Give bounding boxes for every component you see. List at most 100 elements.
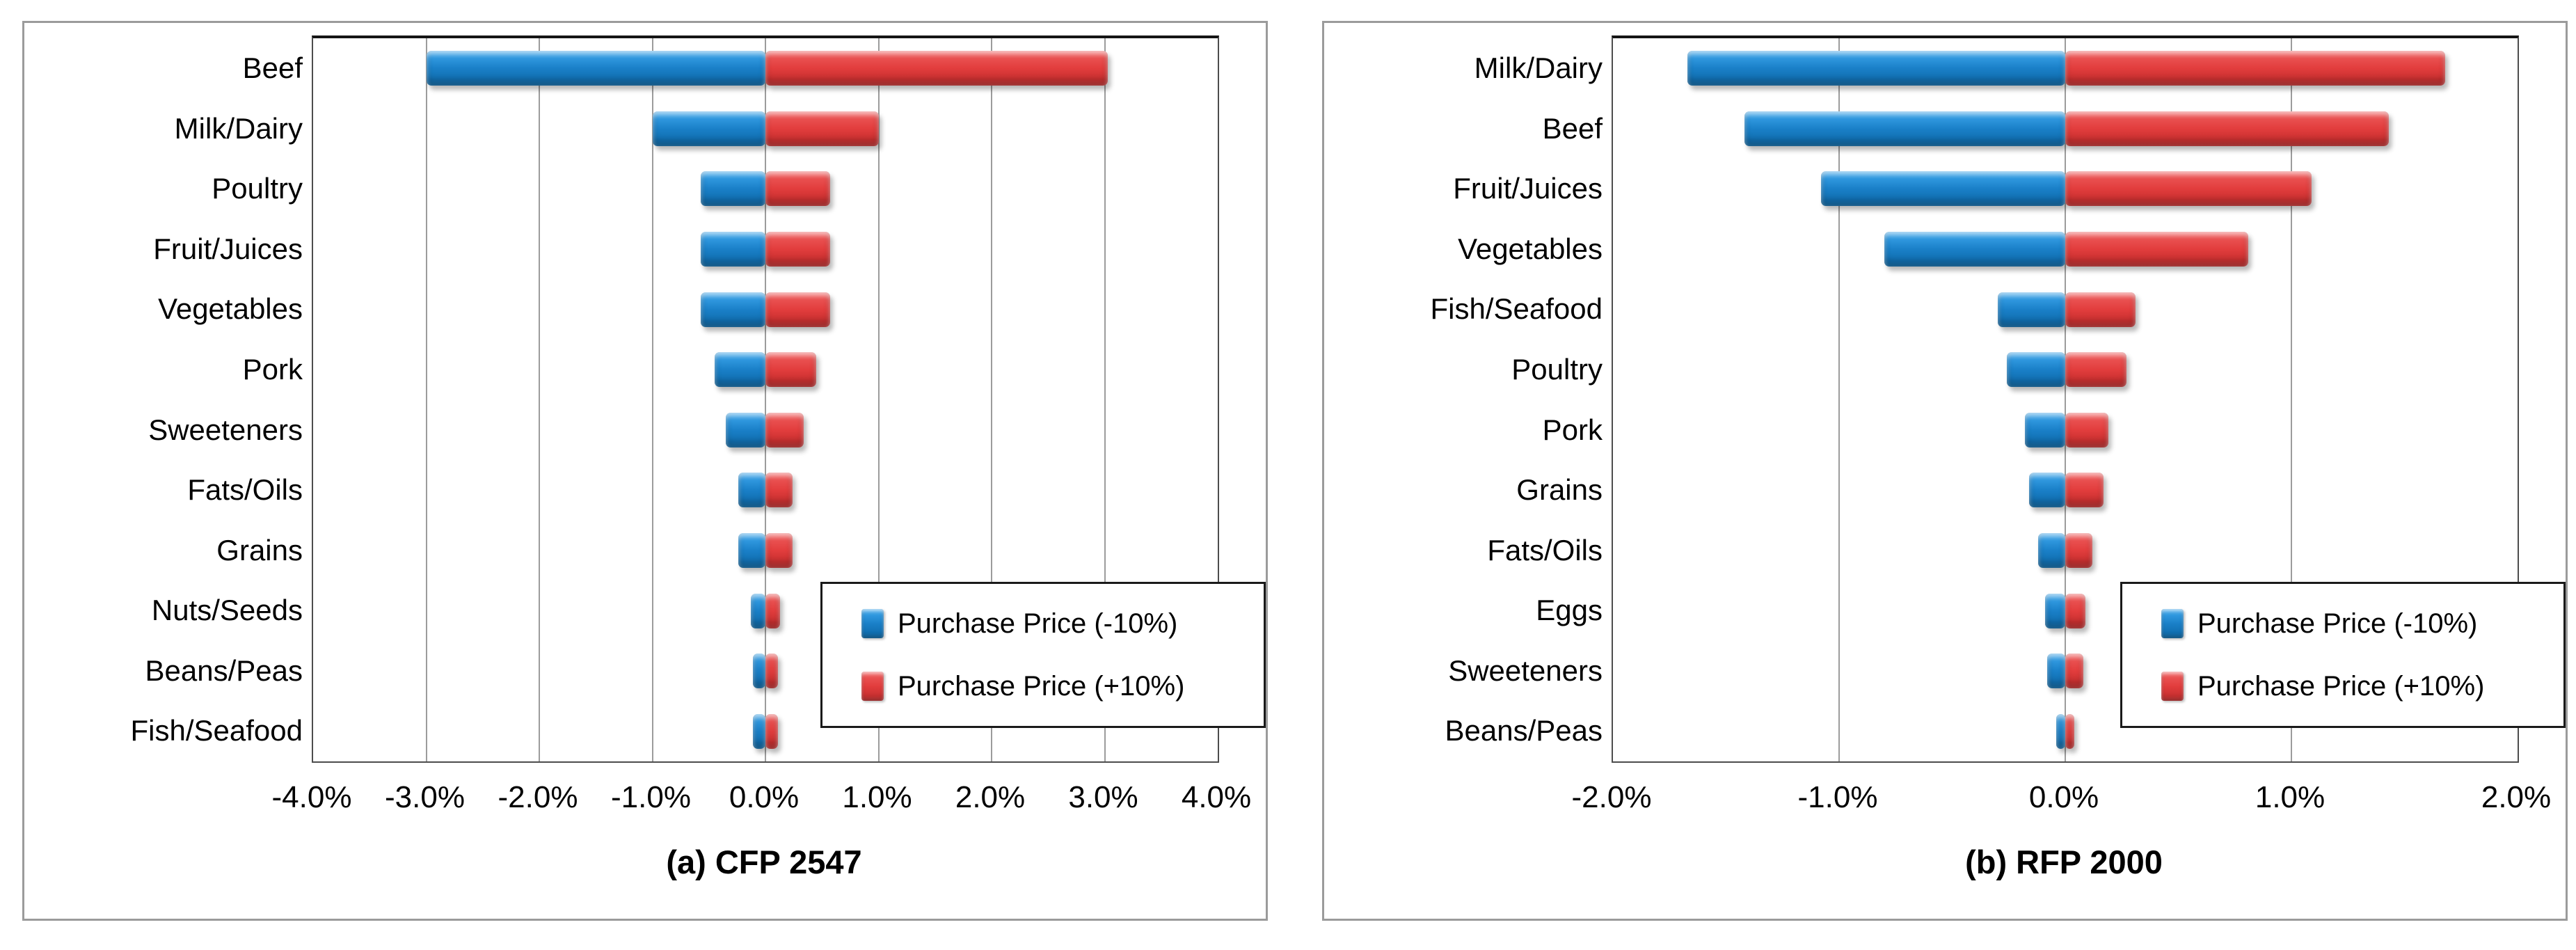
legend-box: Purchase Price (-10%) Purchase Price (+10… [2120, 582, 2566, 728]
x-tick-label: 1.0% [2255, 780, 2325, 814]
bar-negative [1687, 51, 2065, 86]
bar-negative [1884, 232, 2065, 267]
category-label: Sweeteners [148, 413, 303, 446]
bar-positive [2065, 51, 2445, 86]
bar-positive [2065, 232, 2249, 267]
bar-positive [2065, 713, 2074, 749]
bar-negative [1997, 292, 2065, 327]
category-label: Grains [216, 533, 303, 567]
category-label: Vegetables [1458, 232, 1603, 265]
x-tick-label: -1.0% [611, 780, 691, 814]
bar-negative [2038, 532, 2065, 568]
x-tick-label: 0.0% [729, 780, 800, 814]
bar-negative [2044, 593, 2065, 628]
bar-positive [765, 593, 781, 628]
legend-label: Purchase Price (-10%) [898, 608, 1178, 639]
x-tick-label: 2.0% [955, 780, 1026, 814]
category-labels: Beef Milk/Dairy Poultry Fruit/Juices Vegetab… [34, 38, 303, 761]
bar-positive [765, 171, 830, 207]
bar-positive [765, 111, 879, 146]
zero-gridline [765, 38, 766, 761]
bar-negative [750, 593, 765, 628]
gridline [425, 38, 427, 761]
legend-marker-negative-icon [861, 609, 884, 638]
legend-item: Purchase Price (+10%) [2161, 671, 2557, 702]
bar-negative [1821, 171, 2065, 207]
bar-positive [765, 654, 778, 689]
bar-positive [2065, 532, 2092, 568]
bar-positive [2065, 171, 2312, 207]
x-tick-label: 4.0% [1181, 780, 1252, 814]
bar-positive [2065, 292, 2136, 327]
bar-negative [753, 654, 765, 689]
bar-positive [765, 532, 793, 568]
bar-negative [738, 473, 765, 508]
bar-negative [2029, 473, 2065, 508]
chart-panel-b: Milk/Dairy Beef Fruit/Juices Vegetables Fish… [1322, 21, 2568, 921]
bar-negative [2006, 352, 2065, 388]
legend-marker-positive-icon [2161, 672, 2184, 701]
category-label: Milk/Dairy [174, 111, 303, 145]
plot-area [312, 35, 1219, 763]
category-label: Eggs [1536, 594, 1603, 627]
bar-negative [701, 171, 765, 207]
bar-negative [753, 713, 765, 749]
category-label: Nuts/Seeds [151, 594, 303, 627]
category-label: Poultry [212, 172, 303, 205]
x-tick-label: 1.0% [842, 780, 912, 814]
bar-negative [726, 412, 765, 448]
category-label: Beans/Peas [1445, 714, 1603, 747]
gridline [1838, 38, 1840, 761]
x-tick-label: -4.0% [271, 780, 352, 814]
chart-title: (a) CFP 2547 [666, 844, 862, 880]
bar-negative [2047, 654, 2065, 689]
category-label: Poultry [1511, 352, 1603, 386]
category-label: Fats/Oils [1487, 533, 1603, 567]
bar-positive [2065, 412, 2108, 448]
bar-negative [738, 532, 765, 568]
gridline [651, 38, 653, 761]
gridline [2291, 38, 2292, 761]
bar-positive [765, 713, 778, 749]
category-label: Fruit/Juices [1453, 172, 1603, 205]
bar-positive [765, 473, 793, 508]
category-label: Pork [242, 352, 303, 386]
legend-box: Purchase Price (-10%) Purchase Price (+10… [820, 582, 1266, 728]
chart-title: (b) RFP 2000 [1965, 844, 2163, 880]
category-label: Pork [1542, 413, 1603, 446]
x-tick-label: -1.0% [1797, 780, 1878, 814]
category-label: Grains [1516, 473, 1603, 507]
legend-label: Purchase Price (+10%) [898, 670, 1185, 702]
bar-positive [765, 352, 817, 388]
x-tick-label: -3.0% [385, 780, 465, 814]
x-axis-ticks: -2.0% -1.0% 0.0% 1.0% 2.0% [1572, 780, 2552, 826]
x-axis-ticks: -4.0% -3.0% -2.0% -1.0% 0.0% 1.0% 2.0% 3.0% 4.0% [272, 780, 1252, 826]
category-label: Sweeteners [1448, 654, 1603, 687]
category-label: Fruit/Juices [153, 232, 303, 265]
category-label: Vegetables [158, 292, 303, 326]
bar-positive [765, 232, 830, 267]
bar-negative [2024, 412, 2065, 448]
bar-positive [765, 51, 1108, 86]
legend-item: Purchase Price (-10%) [861, 608, 1257, 640]
chart-panel-a: Beef Milk/Dairy Poultry Fruit/Juices Vegetab… [22, 21, 1268, 921]
bar-positive [2065, 654, 2083, 689]
category-label: Fish/Seafood [1430, 292, 1603, 326]
zero-gridline [2065, 38, 2066, 761]
legend-item: Purchase Price (-10%) [2161, 608, 2557, 640]
gridline [877, 38, 880, 761]
x-tick-label: 3.0% [1068, 780, 1138, 814]
category-labels: Milk/Dairy Beef Fruit/Juices Vegetables Fish… [1334, 38, 1603, 761]
category-label: Beef [1542, 111, 1603, 145]
legend-marker-negative-icon [2161, 609, 2184, 638]
category-label: Beef [242, 52, 303, 84]
bar-negative [714, 352, 765, 388]
legend-label: Purchase Price (+10%) [2197, 670, 2485, 702]
bar-negative [701, 232, 765, 267]
x-tick-label: -2.0% [498, 780, 578, 814]
category-label: Fish/Seafood [130, 714, 303, 747]
legend-marker-positive-icon [861, 672, 884, 701]
category-label: Milk/Dairy [1474, 52, 1603, 84]
x-tick-label: 2.0% [2481, 780, 2552, 814]
